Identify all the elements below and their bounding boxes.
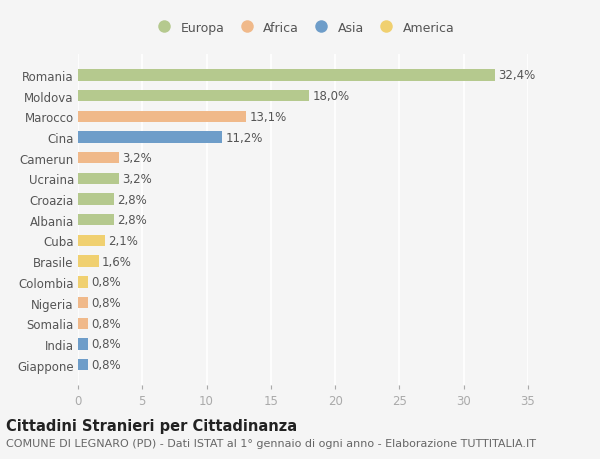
Bar — [78, 256, 98, 267]
Bar — [78, 297, 88, 308]
Text: 13,1%: 13,1% — [250, 111, 287, 123]
Text: 11,2%: 11,2% — [225, 131, 263, 144]
Text: 3,2%: 3,2% — [122, 173, 152, 185]
Bar — [78, 339, 88, 350]
Bar — [78, 194, 114, 205]
Bar — [78, 153, 119, 164]
Bar — [78, 174, 119, 185]
Bar — [78, 235, 105, 246]
Text: 0,8%: 0,8% — [91, 317, 121, 330]
Text: 2,8%: 2,8% — [117, 214, 147, 227]
Bar — [78, 132, 222, 143]
Bar — [78, 359, 88, 370]
Bar — [78, 112, 247, 123]
Text: 0,8%: 0,8% — [91, 297, 121, 309]
Text: 3,2%: 3,2% — [122, 152, 152, 165]
Text: 18,0%: 18,0% — [313, 90, 350, 103]
Bar — [78, 91, 310, 102]
Text: COMUNE DI LEGNARO (PD) - Dati ISTAT al 1° gennaio di ogni anno - Elaborazione TU: COMUNE DI LEGNARO (PD) - Dati ISTAT al 1… — [6, 438, 536, 448]
Text: 32,4%: 32,4% — [498, 69, 535, 82]
Text: Cittadini Stranieri per Cittadinanza: Cittadini Stranieri per Cittadinanza — [6, 418, 297, 433]
Text: 0,8%: 0,8% — [91, 276, 121, 289]
Legend: Europa, Africa, Asia, America: Europa, Africa, Asia, America — [152, 22, 454, 34]
Text: 0,8%: 0,8% — [91, 338, 121, 351]
Text: 1,6%: 1,6% — [102, 255, 131, 268]
Bar — [78, 277, 88, 288]
Bar — [78, 70, 494, 81]
Text: 2,1%: 2,1% — [108, 235, 138, 247]
Text: 2,8%: 2,8% — [117, 193, 147, 206]
Bar — [78, 215, 114, 226]
Text: 0,8%: 0,8% — [91, 358, 121, 371]
Bar — [78, 318, 88, 329]
